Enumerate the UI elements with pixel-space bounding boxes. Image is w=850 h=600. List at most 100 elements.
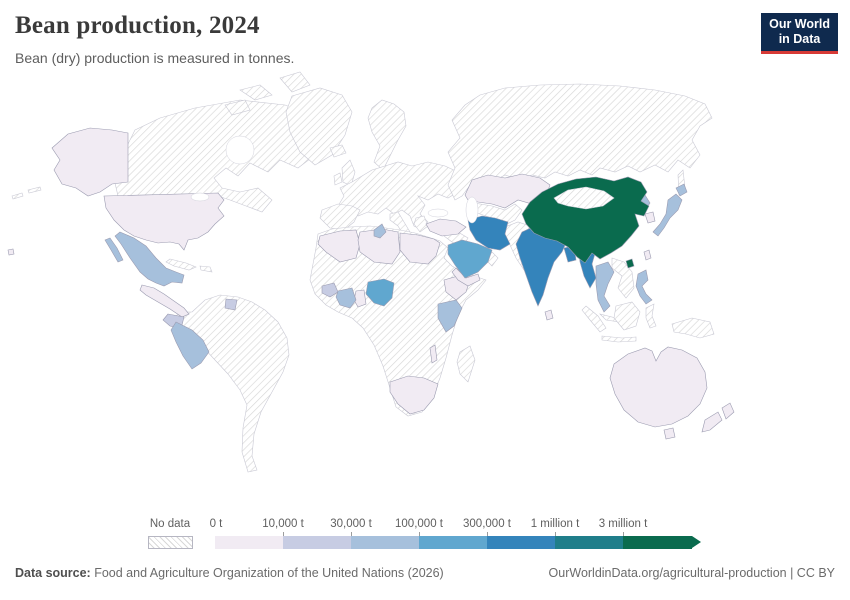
country-mexico-baja <box>104 237 124 263</box>
region-hispaniola-no-data <box>199 265 213 273</box>
region-sumatra-no-data[interactable] <box>581 305 607 333</box>
legend-boundary-tick <box>283 532 284 536</box>
country-libya[interactable] <box>357 228 401 265</box>
country-south-korea[interactable] <box>644 211 656 224</box>
great-lakes <box>190 192 210 202</box>
no-data-swatch[interactable] <box>148 536 193 549</box>
country-kenya[interactable] <box>437 299 463 333</box>
country-new-zealand-south[interactable] <box>701 411 723 433</box>
country-iran[interactable] <box>467 215 511 251</box>
legend-arrow-cap <box>692 536 701 548</box>
owid-logo-line1: Our World <box>769 17 830 31</box>
legend-tick-2: 30,000 t <box>330 518 372 530</box>
legend-swatch-bin5[interactable] <box>487 536 555 549</box>
country-malawi <box>429 344 438 364</box>
country-sri-lanka <box>544 309 554 321</box>
region-new-guinea-no-data[interactable] <box>671 317 715 339</box>
legend-boundary-tick <box>419 532 420 536</box>
country-taiwan <box>643 249 652 261</box>
region-canada-no-data[interactable] <box>111 99 323 213</box>
country-algeria[interactable] <box>317 229 361 263</box>
country-united-states[interactable] <box>103 192 225 251</box>
country-australia[interactable] <box>609 346 708 428</box>
legend-tick-0: 0 t <box>209 518 223 530</box>
country-hawaii <box>7 248 15 256</box>
water-bodies <box>190 135 479 224</box>
region-madagascar-no-data[interactable] <box>456 345 476 383</box>
country-philippines[interactable] <box>635 269 653 305</box>
country-turkey[interactable] <box>425 218 467 237</box>
country-mexico[interactable] <box>114 231 185 287</box>
region-ireland-no-data <box>333 172 343 186</box>
country-south-africa[interactable] <box>389 375 439 415</box>
region-greenland-no-data[interactable] <box>285 87 353 166</box>
legend-tick-5: 1 million t <box>530 518 580 530</box>
black-sea <box>427 208 449 218</box>
country-thailand[interactable] <box>595 261 615 313</box>
country-central-america[interactable] <box>139 284 190 318</box>
country-suriname[interactable] <box>224 298 238 311</box>
region-aleutians-no-data <box>27 186 42 194</box>
data-source: Data source: Food and Agriculture Organi… <box>15 566 444 580</box>
country-alaska[interactable] <box>51 127 129 197</box>
region-borneo-no-data[interactable] <box>613 301 641 331</box>
legend-swatch-bin2[interactable] <box>283 536 351 549</box>
page-title: Bean production, 2024 <box>15 12 260 39</box>
page-subtitle: Bean (dry) production is measured in ton… <box>15 50 295 66</box>
region-arctic-islands <box>279 71 311 93</box>
region-scandinavia-no-data[interactable] <box>367 99 407 171</box>
country-yemen[interactable] <box>451 267 481 287</box>
region-spain-no-data[interactable] <box>319 203 361 231</box>
region-europe-no-data[interactable] <box>337 161 466 231</box>
country-peru[interactable] <box>170 321 210 370</box>
country-tasmania <box>663 427 676 440</box>
legend-swatch-bin6[interactable] <box>555 536 623 549</box>
region-java-no-data <box>601 335 637 343</box>
country-japan[interactable] <box>652 193 683 237</box>
country-cote-divoire[interactable] <box>335 287 357 309</box>
region-greece-no-data <box>413 215 429 233</box>
region-uk-no-data[interactable] <box>341 159 356 187</box>
country-china-hainan <box>625 258 635 269</box>
legend-swatch-bin1[interactable] <box>215 536 283 549</box>
country-japan-hokkaido <box>675 183 688 197</box>
country-new-zealand-north[interactable] <box>721 402 735 420</box>
legend-tick-1: 10,000 t <box>262 518 304 530</box>
chart-footer: Data source: Food and Agriculture Organi… <box>15 566 835 580</box>
owid-logo-line2: in Data <box>778 32 821 46</box>
country-guinea[interactable] <box>321 282 339 298</box>
legend-boundary-tick <box>487 532 488 536</box>
legend-swatch-bin3[interactable] <box>351 536 419 549</box>
country-saudi-arabia[interactable] <box>447 239 493 279</box>
region-arctic-islands <box>224 99 251 116</box>
legend-tick-6: 3 million t <box>598 518 648 530</box>
region-cuba-no-data[interactable] <box>165 258 197 271</box>
region-south-america-no-data[interactable] <box>173 294 290 473</box>
legend-tick-4: 300,000 t <box>463 518 511 530</box>
credit-link[interactable]: OurWorldinData.org/agricultural-producti… <box>548 566 835 580</box>
country-china[interactable] <box>521 176 650 264</box>
map-legend: No data 0 t 10,000 t 30,000 t 100,000 t … <box>0 515 850 559</box>
owid-logo[interactable]: Our World in Data <box>761 13 838 54</box>
no-data-regions <box>11 71 715 473</box>
legend-boundary-tick <box>623 532 624 536</box>
region-aleutians-no-data <box>11 192 24 200</box>
country-tunisia[interactable] <box>373 223 387 239</box>
data-source-label: Data source: <box>15 566 91 580</box>
region-mongolia-no-data[interactable] <box>553 186 615 210</box>
legend-no-data-label: No data <box>149 518 191 530</box>
legend-swatch-bin4[interactable] <box>419 536 487 549</box>
caspian-sea <box>465 196 479 224</box>
hudson-bay <box>225 135 255 165</box>
region-central-asia-no-data <box>467 201 523 226</box>
legend-boundary-tick <box>351 532 352 536</box>
country-nigeria[interactable] <box>365 278 395 307</box>
country-egypt[interactable] <box>399 232 441 265</box>
region-africa-no-data[interactable] <box>309 225 487 417</box>
legend-boundary-tick <box>555 532 556 536</box>
colored-countries <box>7 127 735 440</box>
legend-swatch-bin7[interactable] <box>623 536 692 549</box>
legend-tick-3: 100,000 t <box>395 518 443 530</box>
